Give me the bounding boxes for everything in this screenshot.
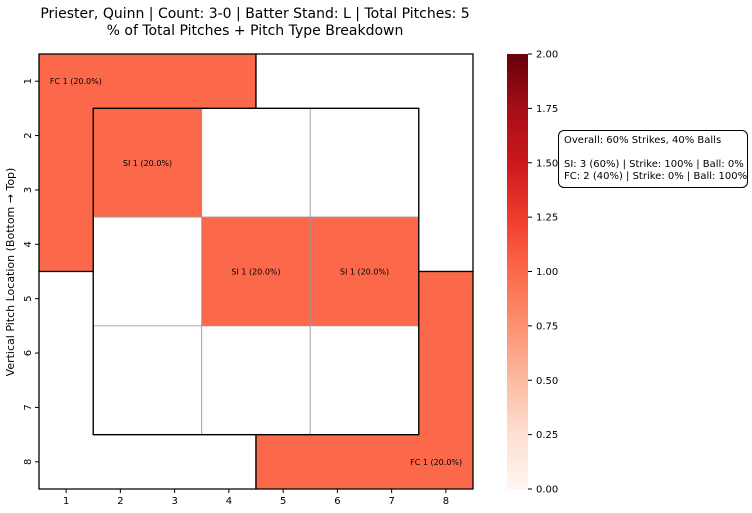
colorbar-tick-label: 1.25 xyxy=(536,213,558,224)
x-tick-label: 6 xyxy=(334,496,340,507)
x-tick-label: 1 xyxy=(63,496,69,507)
annotation-line-overall: Overall: 60% Strikes, 40% Balls xyxy=(564,135,722,146)
y-tick-label: 3 xyxy=(23,187,34,193)
cell-inner-6 xyxy=(309,216,420,327)
x-tick-label: 8 xyxy=(443,496,449,507)
annotation-line-spacer xyxy=(564,147,742,159)
y-tick-label: 2 xyxy=(23,132,34,138)
title-line-1: Priester, Quinn | Count: 3-0 | Batter St… xyxy=(40,6,470,22)
x-tick-label: 7 xyxy=(388,496,394,507)
cell-inner-1 xyxy=(92,107,203,218)
colorbar-tick-label: 1.00 xyxy=(536,267,558,278)
colorbar-gradient xyxy=(507,54,528,489)
colorbar-tick-label: 0.00 xyxy=(536,485,558,496)
title-line-2: % of Total Pitches + Pitch Type Breakdow… xyxy=(106,23,404,39)
y-tick-label: 6 xyxy=(23,350,34,356)
cell-inner-8 xyxy=(201,325,311,436)
cell-label-outside-bottom-right: FC 1 (20.0%) xyxy=(410,458,462,467)
x-tick-label: 5 xyxy=(280,496,286,507)
y-axis-label: Vertical Pitch Location (Bottom → Top) xyxy=(4,168,17,377)
colorbar-tick-label: 0.50 xyxy=(536,376,558,387)
annotation-line-fc: FC: 2 (40%) | Strike: 0% | Ball: 100% xyxy=(564,171,748,182)
cell-inner-3 xyxy=(309,107,420,218)
cell-label-inner-5: SI 1 (20.0%) xyxy=(231,268,280,277)
cell-label-inner-1: SI 1 (20.0%) xyxy=(123,159,172,168)
cell-inner-9 xyxy=(309,325,420,436)
annotation-line-si: SI: 3 (60%) | Strike: 100% | Ball: 0% xyxy=(564,159,744,170)
y-tick-label: 7 xyxy=(23,404,34,410)
chart-title: Priester, Quinn | Count: 3-0 | Batter St… xyxy=(0,6,510,40)
x-tick-label: 4 xyxy=(226,496,232,507)
x-tick-label: 2 xyxy=(117,496,123,507)
cell-inner-5 xyxy=(201,216,311,327)
y-tick-label: 8 xyxy=(23,459,34,465)
strike-zone-outline xyxy=(92,107,420,436)
colorbar-tick-label: 2.00 xyxy=(536,50,558,61)
summary-annotation: Overall: 60% Strikes, 40% Balls SI: 3 (6… xyxy=(558,130,748,188)
colorbar-tick-label: 0.25 xyxy=(536,430,558,441)
cell-label-outside-top-left: FC 1 (20.0%) xyxy=(50,77,102,86)
cell-label-inner-6: SI 1 (20.0%) xyxy=(340,268,389,277)
cell-inner-4 xyxy=(92,216,203,327)
colorbar-tick-label: 0.75 xyxy=(536,321,558,332)
cell-inner-2 xyxy=(201,107,311,218)
y-tick-label: 4 xyxy=(23,241,34,247)
cell-inner-7 xyxy=(92,325,203,436)
y-tick-label: 1 xyxy=(23,78,34,84)
y-tick-label: 5 xyxy=(23,296,34,302)
colorbar-tick-label: 1.50 xyxy=(536,158,558,169)
x-tick-label: 3 xyxy=(171,496,177,507)
colorbar-tick-label: 1.75 xyxy=(536,104,558,115)
